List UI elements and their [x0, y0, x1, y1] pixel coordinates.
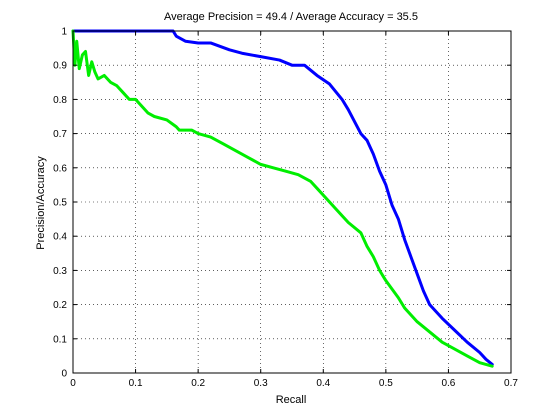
chart-title: Average Precision = 49.4 / Average Accur…: [164, 11, 418, 23]
x-tick-label: 0.5: [379, 378, 393, 389]
y-tick-label: 0.3: [53, 266, 67, 277]
y-tick-label: 1: [61, 27, 67, 38]
x-tick-label: 0: [70, 378, 76, 389]
y-tick-label: 0.8: [53, 95, 67, 106]
y-tick-label: 0.5: [53, 198, 67, 209]
x-tick-label: 0.6: [441, 378, 455, 389]
x-tick-label: 0.3: [254, 378, 268, 389]
x-tick-label: 0.7: [504, 378, 518, 389]
x-axis-title: Recall: [276, 394, 307, 406]
x-tick-label: 0.4: [316, 378, 330, 389]
y-tick-label: 0.9: [53, 61, 67, 72]
y-tick-label: 0.2: [53, 300, 67, 311]
y-axis-title: Precision/Accuracy: [35, 156, 47, 250]
y-tick-label: 0.4: [53, 232, 67, 243]
y-tick-label: 0.7: [53, 129, 67, 140]
y-tick-label: 0: [61, 369, 67, 380]
x-tick-label: 0.2: [191, 378, 205, 389]
x-tick-label: 0.1: [129, 378, 143, 389]
y-tick-label: 0.6: [53, 163, 67, 174]
y-tick-label: 0.1: [53, 334, 67, 345]
